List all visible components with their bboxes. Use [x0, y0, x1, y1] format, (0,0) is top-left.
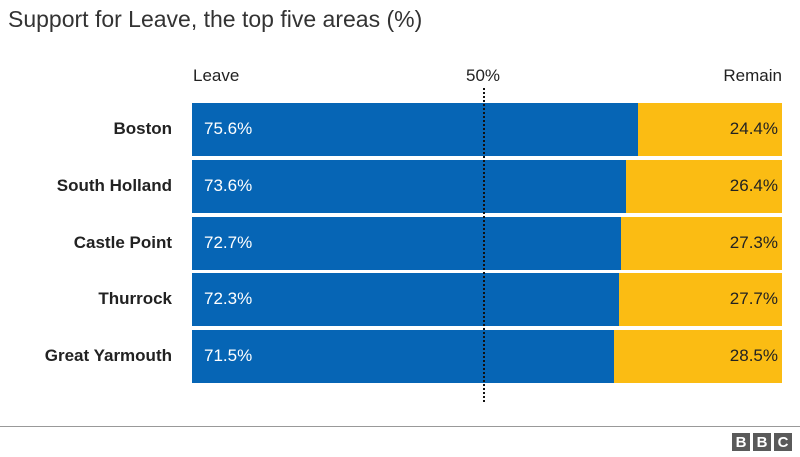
remain-bar: [618, 273, 782, 326]
bar-row: Great Yarmouth 71.5% 28.5%: [0, 330, 800, 383]
remain-bar: [613, 330, 782, 383]
bar-row: Boston 75.6% 24.4%: [0, 103, 800, 156]
bbc-logo-letter: B: [732, 433, 750, 451]
bar-row: South Holland 73.6% 26.4%: [0, 160, 800, 213]
leave-bar: [192, 273, 619, 326]
remain-value-label: 27.7%: [729, 289, 778, 308]
bbc-logo-letter: B: [753, 433, 771, 451]
leave-bar: [192, 103, 639, 156]
remain-bar: [626, 160, 782, 213]
leave-bar: [192, 217, 621, 270]
remain-header: Remain: [723, 66, 782, 85]
bar-row: Castle Point 72.7% 27.3%: [0, 217, 800, 270]
footer-divider: [0, 426, 800, 427]
leave-bar: [192, 160, 627, 213]
category-label: Great Yarmouth: [44, 346, 172, 365]
category-label: Thurrock: [98, 289, 172, 308]
remain-bar: [638, 103, 782, 156]
leave-value-label: 75.6%: [204, 119, 253, 138]
chart-title: Support for Leave, the top five areas (%…: [8, 6, 423, 32]
fifty-percent-label: 50%: [466, 66, 501, 85]
remain-value-label: 26.4%: [729, 176, 778, 195]
fifty-percent-line: [483, 88, 485, 402]
bar-row: Thurrock 72.3% 27.7%: [0, 273, 800, 326]
remain-bar: [620, 217, 782, 270]
category-label: Boston: [113, 119, 172, 138]
leave-value-label: 72.7%: [204, 233, 253, 252]
leave-value-label: 73.6%: [204, 176, 253, 195]
bbc-logo: B B C: [732, 433, 792, 451]
category-label: South Holland: [56, 176, 172, 195]
leave-bar: [192, 330, 614, 383]
leave-value-label: 71.5%: [204, 346, 253, 365]
category-label: Castle Point: [73, 233, 172, 252]
remain-value-label: 28.5%: [729, 346, 778, 365]
leave-value-label: 72.3%: [204, 289, 253, 308]
bbc-logo-letter: C: [774, 433, 792, 451]
leave-header: Leave: [193, 66, 240, 85]
remain-value-label: 24.4%: [729, 119, 778, 138]
remain-value-label: 27.3%: [729, 233, 778, 252]
